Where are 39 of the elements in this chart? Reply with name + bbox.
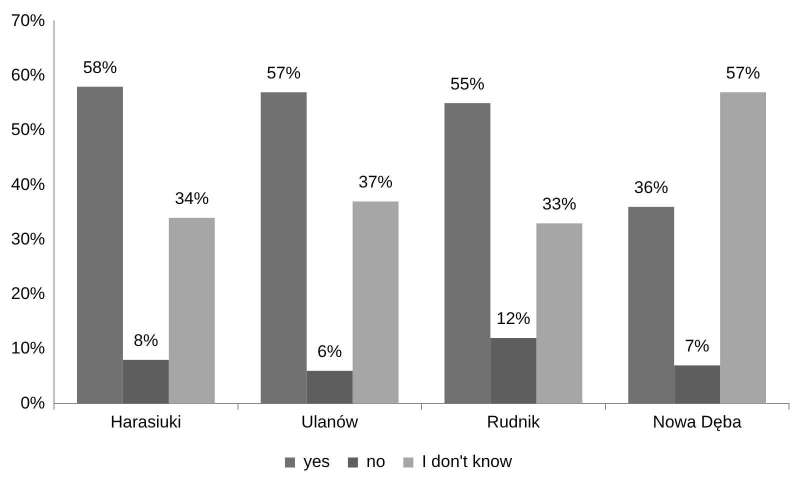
x-tick-label: Ulanów xyxy=(301,412,359,432)
data-label: 58% xyxy=(82,58,117,77)
x-tick-label: Rudnik xyxy=(486,412,540,432)
bar xyxy=(260,92,307,404)
y-tick-label: 70% xyxy=(10,10,46,30)
data-label: 57% xyxy=(726,63,760,82)
bar xyxy=(352,201,399,404)
x-tick-label: Harasiuki xyxy=(110,412,182,432)
legend-label: I don't know xyxy=(422,452,513,472)
bar xyxy=(444,103,490,404)
legend-label: yes xyxy=(303,452,330,472)
data-label: 57% xyxy=(266,63,301,82)
bar xyxy=(720,92,766,404)
bar xyxy=(674,365,720,404)
bar xyxy=(122,360,169,404)
x-tick-label: Nowa Dęba xyxy=(652,412,742,432)
data-label: 8% xyxy=(134,331,158,350)
bar xyxy=(306,370,353,404)
y-tick-label: 0% xyxy=(20,393,46,412)
legend-label: no xyxy=(366,452,386,472)
data-label: 36% xyxy=(634,178,668,198)
bar xyxy=(76,86,123,404)
data-label: 7% xyxy=(684,336,710,356)
y-tick-label: 60% xyxy=(10,66,46,85)
data-label: 34% xyxy=(174,189,209,208)
data-label: 6% xyxy=(317,342,342,362)
bar xyxy=(536,223,582,404)
bar xyxy=(168,218,215,404)
bar xyxy=(490,338,536,404)
y-tick-label: 50% xyxy=(10,120,46,140)
y-tick-label: 10% xyxy=(10,338,46,358)
y-tick-label: 20% xyxy=(10,284,46,304)
data-label: 12% xyxy=(496,309,530,328)
data-label: 55% xyxy=(450,74,484,94)
data-label: 37% xyxy=(358,172,393,192)
data-label: 33% xyxy=(542,194,576,214)
bar xyxy=(628,206,674,404)
y-tick-label: 40% xyxy=(10,174,46,194)
y-tick-label: 30% xyxy=(10,229,46,248)
